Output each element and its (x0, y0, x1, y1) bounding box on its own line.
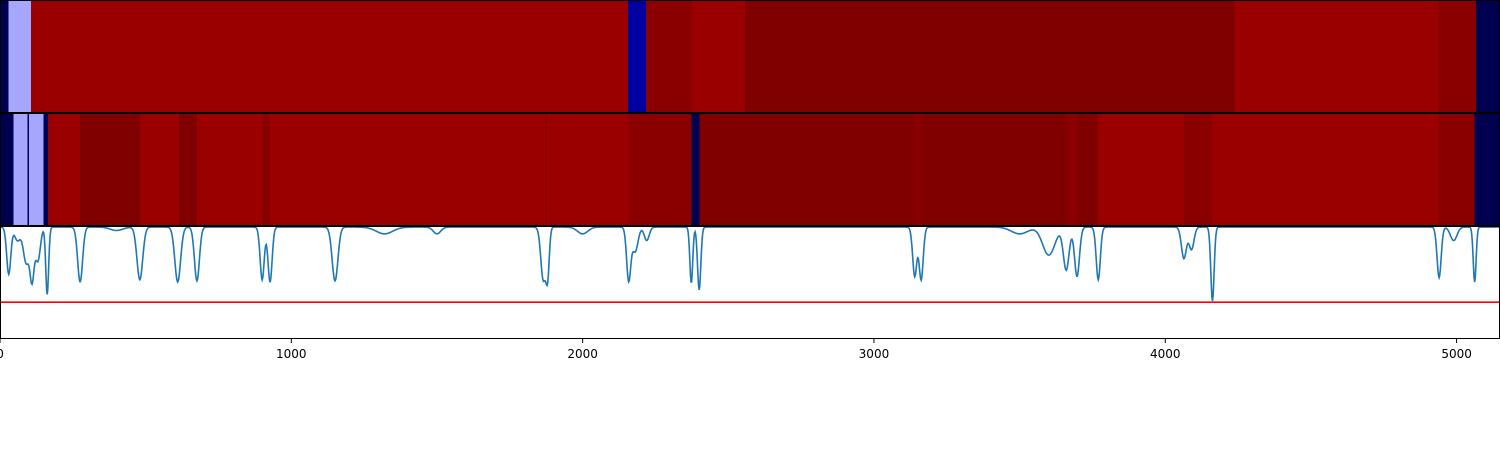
heatmap-cell-2-25 (1475, 113, 1500, 225)
x-tick-label: 3000 (859, 347, 890, 361)
heatmap-cell-1-8 (1439, 0, 1476, 112)
heatmap-cell-2-11 (270, 113, 546, 225)
heatmap-cell-2-0 (0, 113, 14, 225)
heatmap-top-panel (0, 0, 1500, 112)
series-line (0, 227, 1500, 301)
x-tick-label: 4000 (1150, 347, 1181, 361)
heatmap-cell-1-7 (1234, 0, 1438, 112)
heatmap-cell-2-24 (1439, 113, 1475, 225)
heatmap-cell-2-14 (629, 113, 691, 225)
heatmap-cell-2-6 (80, 113, 140, 225)
x-tick-label: 5000 (1441, 347, 1472, 361)
line-plot-panel (0, 227, 1500, 302)
x-tick-label: 0 (0, 347, 4, 361)
heatmap-cell-2-2 (28, 113, 29, 225)
x-tick-label: 2000 (567, 347, 598, 361)
heatmap-cell-1-2 (31, 0, 628, 112)
heatmap-cell-1-0 (0, 0, 9, 112)
heatmap-cell-2-4 (44, 113, 48, 225)
heatmap-cell-2-8 (179, 113, 197, 225)
heatmap-cell-2-21 (1098, 113, 1184, 225)
heatmap-cell-2-17 (915, 113, 921, 225)
heatmap-cell-2-1 (14, 113, 28, 225)
heatmap-cell-2-19 (1066, 113, 1077, 225)
heatmap-middle-panel (0, 113, 1500, 225)
x-axis: 0 1000 2000 3000 4000 5000 (0, 338, 1472, 361)
heatmap-cell-1-3 (628, 0, 646, 112)
heatmap-cell-2-16 (700, 113, 915, 225)
heatmap-cell-2-9 (197, 113, 262, 225)
heatmap-cell-2-5 (48, 113, 80, 225)
axes-frame-3 (1, 227, 1500, 339)
heatmap-cell-2-10 (262, 113, 270, 225)
heatmap-cell-2-20 (1077, 113, 1098, 225)
heatmap-cell-2-15 (692, 113, 700, 225)
heatmap-cell-1-6 (745, 0, 1234, 112)
heatmap-cell-1-4 (646, 0, 692, 112)
heatmap-cell-2-13 (547, 113, 629, 225)
heatmap-cell-2-12 (546, 113, 547, 225)
heatmap-cell-2-7 (140, 113, 179, 225)
heatmap-cell-2-18 (921, 113, 1066, 225)
x-tick-label: 1000 (276, 347, 307, 361)
heatmap-cell-1-1 (9, 0, 31, 112)
heatmap-cell-1-5 (692, 0, 745, 112)
heatmap-cell-1-9 (1476, 0, 1500, 112)
heatmap-cell-2-23 (1212, 113, 1438, 225)
heatmap-cell-2-22 (1184, 113, 1213, 225)
heatmap-cell-2-3 (29, 113, 44, 225)
